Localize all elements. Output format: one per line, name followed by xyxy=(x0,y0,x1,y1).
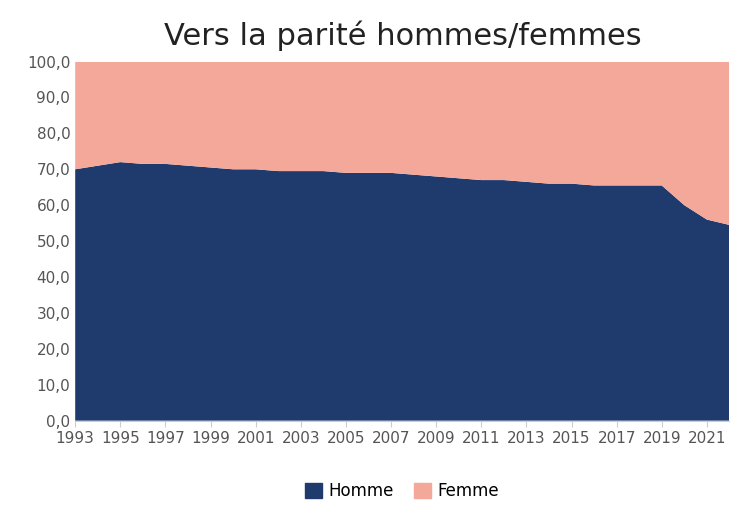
Title: Vers la parité hommes/femmes: Vers la parité hommes/femmes xyxy=(163,21,641,51)
Legend: Homme, Femme: Homme, Femme xyxy=(299,476,506,507)
